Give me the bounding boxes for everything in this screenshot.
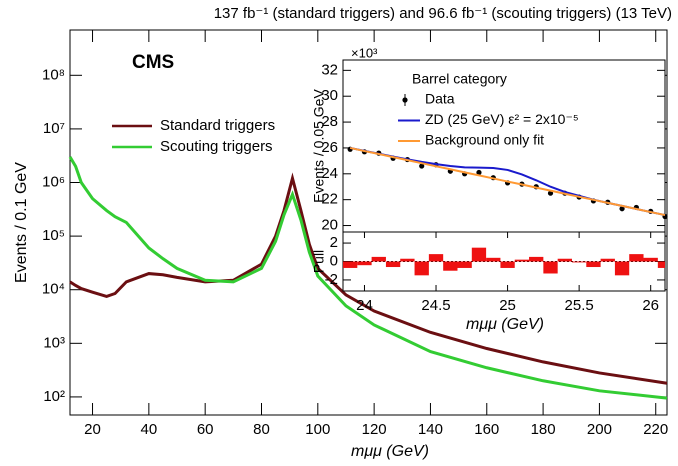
x-tick-label: 100: [305, 421, 330, 438]
bar: [629, 254, 644, 262]
bar: [385, 261, 401, 268]
bar: [428, 254, 444, 262]
x-tick-label: 140: [418, 421, 443, 438]
x-tick-label: 120: [362, 421, 387, 438]
bar: [357, 261, 372, 266]
bar: [457, 261, 472, 268]
y-tick-label: 10³: [43, 334, 65, 351]
x-tick-label: 200: [587, 421, 612, 438]
y-tick-label: 22: [321, 191, 338, 208]
bar: [643, 257, 658, 262]
y-tick-label: 10⁴: [42, 281, 65, 298]
bar: [486, 257, 501, 262]
y-tick-label: 28: [321, 113, 338, 130]
x-tick-label: 25.5: [565, 297, 594, 314]
y-tick-label: 10⁸: [42, 66, 65, 83]
y-multiplier: ×10³: [351, 45, 378, 60]
bar: [543, 261, 558, 274]
bar: [614, 261, 630, 276]
bar: [371, 256, 386, 262]
bar: [571, 261, 587, 263]
bar: [514, 259, 530, 262]
x-tick-label: 24: [356, 297, 373, 314]
y-tick-label: 20: [321, 217, 338, 234]
y-tick-label: 2: [330, 234, 338, 251]
x-tick-label: 60: [197, 421, 214, 438]
bar: [471, 247, 487, 262]
x-tick-label: 25: [499, 297, 516, 314]
bar: [400, 258, 415, 262]
data-point: [476, 169, 482, 176]
x-axis-label: mμμ (GeV): [351, 443, 429, 460]
x-tick-label: 180: [531, 421, 556, 438]
bar: [529, 256, 544, 262]
legend-label: Scouting triggers: [160, 138, 273, 155]
y-axis-label: Events / 0.05 GeV: [311, 89, 327, 203]
legend-marker: [402, 97, 408, 103]
y-tick-label: 26: [321, 139, 338, 156]
series-line: [68, 156, 668, 400]
y-axis-label: Pull: [311, 250, 327, 273]
legend-label: Standard triggers: [160, 117, 275, 134]
y-tick-label: -2: [325, 271, 338, 288]
x-tick-label: 220: [643, 421, 668, 438]
legend-header: Barrel category: [412, 71, 507, 87]
legend-label: ZD (25 GeV) ε² = 2x10⁻⁵: [425, 111, 579, 127]
y-tick-label: 30: [321, 87, 338, 104]
data-point: [419, 163, 425, 169]
series-line: [349, 146, 666, 217]
bar: [657, 261, 665, 268]
x-axis-label: mμμ (GeV): [466, 316, 544, 333]
legend-label: Data: [425, 91, 455, 107]
bar: [343, 261, 358, 268]
bar: [414, 261, 429, 276]
legend-label: Background only fit: [425, 132, 544, 148]
x-tick-label: 20: [84, 421, 101, 438]
y-axis-label: Events / 0.1 GeV: [13, 162, 30, 283]
y-tick-label: 10⁵: [42, 227, 65, 244]
bar: [586, 261, 601, 268]
x-tick-label: 24.5: [421, 297, 450, 314]
y-tick-label: 10⁷: [43, 120, 65, 137]
series-line: [69, 172, 668, 385]
bar: [600, 258, 615, 262]
bar: [557, 258, 572, 262]
y-tick-label: 0: [330, 252, 338, 269]
y-tick-label: 24: [321, 165, 338, 182]
chart-title: 137 fb⁻¹ (standard triggers) and 96.6 fb…: [214, 5, 672, 22]
y-tick-label: 10²: [43, 388, 65, 405]
x-tick-label: 80: [253, 421, 270, 438]
data-point: [619, 206, 625, 212]
bar: [500, 261, 515, 268]
cms-label: CMS: [132, 52, 174, 73]
x-tick-label: 160: [474, 421, 499, 438]
y-tick-label: 32: [321, 61, 338, 78]
y-tick-label: 10⁶: [42, 173, 65, 190]
x-tick-label: 40: [141, 421, 158, 438]
x-tick-label: 26: [642, 297, 659, 314]
bar: [443, 261, 458, 271]
